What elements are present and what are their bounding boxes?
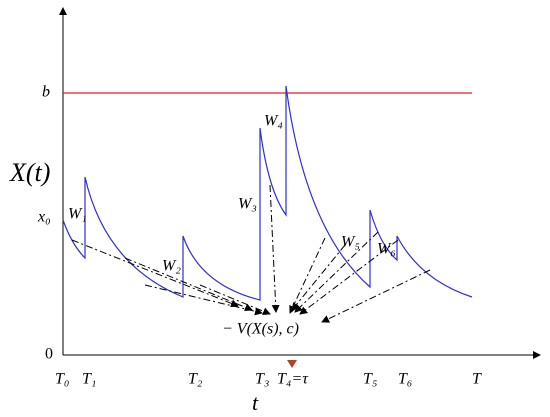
w-label: W₅ [341, 234, 360, 251]
t-label: T [472, 371, 482, 388]
t-label: T₃ [255, 371, 269, 388]
t-label: T₄=τ [277, 371, 309, 388]
t-label: T₂ [188, 371, 203, 388]
process-path [62, 85, 473, 301]
w-label: W₆ [377, 241, 396, 258]
w-label: W₄ [264, 113, 283, 130]
t-label: T₁ [82, 371, 96, 388]
t-label: T₀ [55, 371, 69, 388]
dash-arrows [71, 184, 431, 323]
t-label: T₅ [363, 371, 377, 388]
t-label: T₆ [398, 371, 412, 388]
y-axis-label: X(t) [9, 158, 50, 187]
w-label: W₃ [238, 196, 257, 213]
w-label: W₁ [68, 206, 87, 223]
b-label: b [42, 84, 50, 101]
x-axis-label: t [252, 390, 259, 415]
marker-arrow [287, 360, 297, 368]
w-label: W₂ [162, 258, 181, 275]
origin-label: 0 [45, 346, 53, 363]
functional-label: − V(X(s), c) [222, 321, 299, 338]
x0-label: x₀ [37, 209, 51, 226]
